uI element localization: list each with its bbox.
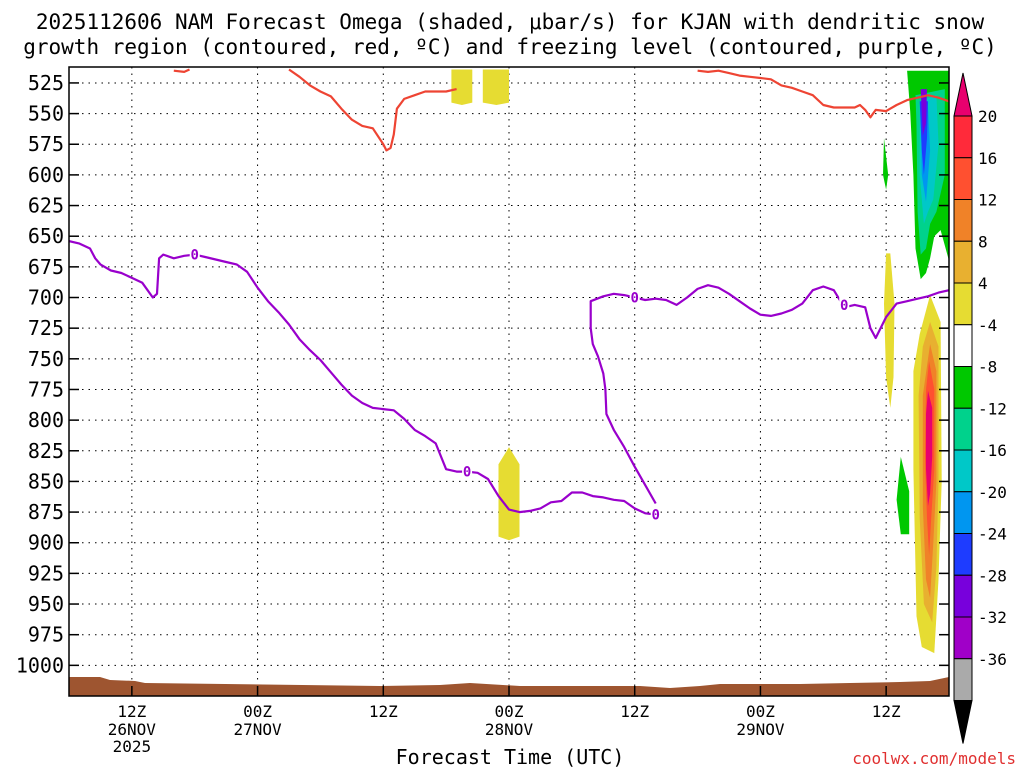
y-tick-label: 925 bbox=[28, 561, 64, 585]
y-tick-label: 800 bbox=[28, 408, 64, 432]
dgz-contour-line bbox=[288, 68, 457, 152]
freezing-level-label: 0 bbox=[651, 508, 659, 524]
colorbar-label: -36 bbox=[978, 650, 1007, 669]
colorbar-top-arrow bbox=[953, 72, 973, 117]
contour-label-bg bbox=[650, 506, 661, 521]
chart-title-line-2: growth region (contoured, red, ºC) and f… bbox=[23, 35, 997, 59]
colorbar-box bbox=[953, 616, 973, 660]
x-tick-label: 12Z bbox=[620, 702, 649, 721]
colorbar-bottom-arrow bbox=[953, 700, 973, 744]
plot-background bbox=[69, 67, 949, 696]
colorbar-box bbox=[953, 574, 973, 618]
omega-shade-region bbox=[482, 69, 509, 105]
dendritic-growth-contours bbox=[173, 68, 949, 152]
x-tick-label: 12Z bbox=[369, 702, 398, 721]
x-tick-label: 29NOV bbox=[736, 720, 785, 739]
colorbar-box bbox=[953, 407, 973, 451]
omega-shading bbox=[451, 69, 949, 654]
x-tick-label: 00Z bbox=[243, 702, 272, 721]
omega-shade-region bbox=[926, 390, 933, 506]
y-axis: 525 550 575 600 625 650 675 700 725 750 775 800 825 8… bbox=[16, 71, 949, 677]
y-tick-label: 725 bbox=[28, 316, 64, 340]
colorbar-box bbox=[953, 324, 973, 367]
contour-label-bg bbox=[839, 296, 850, 311]
y-tick-label: 975 bbox=[28, 623, 64, 647]
colorbar-label: -24 bbox=[978, 525, 1007, 544]
freezing-level-label: 0 bbox=[463, 465, 471, 481]
colorbar-box bbox=[953, 449, 973, 493]
colorbar-label: 16 bbox=[978, 149, 997, 168]
x-tick-label: 2025 bbox=[113, 737, 152, 756]
x-tick-label: 28NOV bbox=[485, 720, 534, 739]
omega-shade-region bbox=[498, 447, 520, 541]
freezing-level-label: 0 bbox=[840, 298, 848, 314]
colorbar-label: -12 bbox=[978, 399, 1007, 418]
y-tick-label: 1000 bbox=[16, 653, 64, 677]
y-tick-label: 625 bbox=[28, 194, 64, 218]
contour-label-bg bbox=[189, 246, 200, 261]
contour-label-bg bbox=[629, 289, 640, 304]
x-tick-label: 27NOV bbox=[233, 720, 282, 739]
omega-shade-region bbox=[883, 138, 889, 190]
colorbar-label: 8 bbox=[978, 232, 988, 251]
omega-shade-region bbox=[896, 456, 910, 535]
omega-shade-region bbox=[451, 69, 473, 105]
y-tick-label: 525 bbox=[28, 71, 64, 95]
colorbar-box bbox=[953, 240, 973, 284]
y-tick-label: 600 bbox=[28, 163, 64, 187]
colorbar-label: -16 bbox=[978, 441, 1007, 460]
dgz-contour-line bbox=[173, 68, 190, 74]
credit-text: coolwx.com/models bbox=[852, 749, 1016, 768]
colorbar-box bbox=[953, 199, 973, 242]
colorbar-box bbox=[953, 282, 973, 326]
colorbar-box bbox=[953, 491, 973, 534]
colorbar-label: 20 bbox=[978, 107, 997, 126]
x-tick-label: 26NOV bbox=[108, 720, 157, 739]
y-tick-label: 900 bbox=[28, 531, 64, 555]
freezing-level-label: 0 bbox=[190, 248, 198, 264]
y-tick-label: 575 bbox=[28, 132, 64, 156]
y-tick-label: 650 bbox=[28, 224, 64, 248]
colorbar-box bbox=[953, 157, 973, 200]
freezing-level-contours: 0 0 0 0 0 bbox=[69, 240, 949, 524]
x-tick-label: 00Z bbox=[495, 702, 524, 721]
colorbar-label: -28 bbox=[978, 566, 1007, 585]
contour-label-bg bbox=[462, 463, 473, 478]
y-tick-label: 850 bbox=[28, 469, 64, 493]
y-tick-label: 700 bbox=[28, 286, 64, 310]
colorbar-label: -8 bbox=[978, 358, 997, 377]
colorbar: 20 16 12 8 4 -4 -8 -12 -16 -20 -24 -28 -32 -36 bbox=[953, 72, 1007, 744]
omega-shade-region bbox=[884, 253, 895, 408]
x-axis-label: Forecast Time (UTC) bbox=[396, 745, 625, 768]
colorbar-box bbox=[953, 366, 973, 409]
x-tick-label: 12Z bbox=[117, 702, 146, 721]
colorbar-label: -32 bbox=[978, 608, 1007, 627]
dgz-contour-line bbox=[697, 69, 949, 119]
y-tick-label: 825 bbox=[28, 439, 64, 463]
colorbar-box bbox=[953, 658, 973, 701]
plot-area: 0 0 0 0 0 bbox=[69, 67, 949, 696]
colorbar-label: -4 bbox=[978, 316, 997, 335]
y-tick-label: 950 bbox=[28, 592, 64, 616]
colorbar-label: -20 bbox=[978, 483, 1007, 502]
colorbar-label: 12 bbox=[978, 191, 997, 210]
freezing-level-line bbox=[589, 284, 949, 505]
omega-shade-region bbox=[920, 89, 927, 136]
y-tick-label: 675 bbox=[28, 255, 64, 279]
freezing-level-line bbox=[69, 240, 656, 516]
y-tick-label: 875 bbox=[28, 500, 64, 524]
freezing-level-label: 0 bbox=[630, 291, 638, 307]
x-tick-label: 12Z bbox=[872, 702, 901, 721]
chart-title-line-1: 2025112606 NAM Forecast Omega (shaded, μ… bbox=[36, 10, 985, 34]
colorbar-box bbox=[953, 533, 973, 576]
y-tick-label: 550 bbox=[28, 102, 64, 126]
x-tick-label: 00Z bbox=[746, 702, 775, 721]
colorbar-label: 4 bbox=[978, 274, 988, 293]
y-tick-label: 775 bbox=[28, 377, 64, 401]
colorbar-box bbox=[953, 115, 973, 159]
y-tick-label: 750 bbox=[28, 347, 64, 371]
